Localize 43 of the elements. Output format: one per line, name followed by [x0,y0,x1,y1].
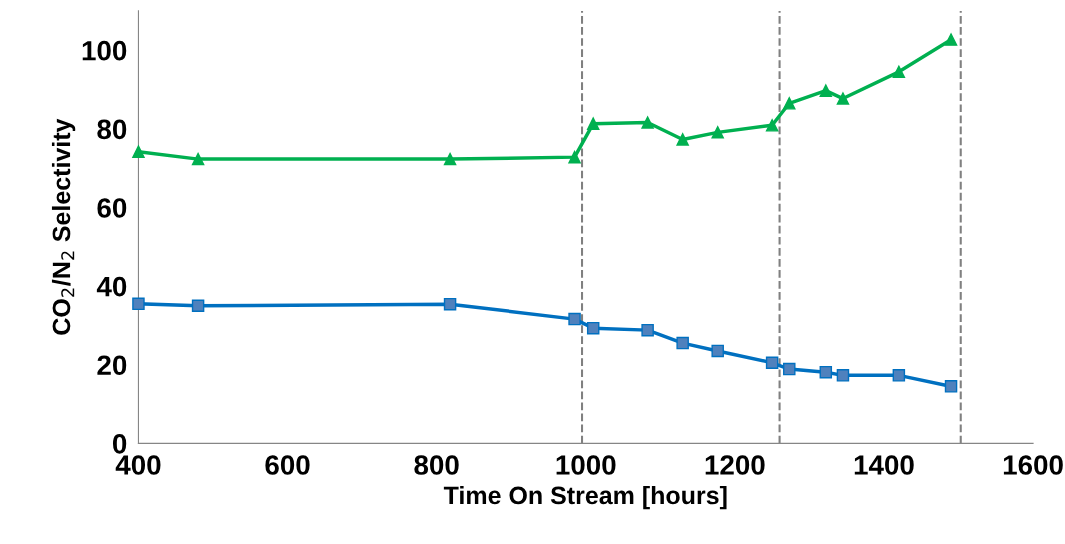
x-tick-label: 800 [414,455,459,475]
x-tick-label: 400 [115,455,161,475]
point [765,356,779,370]
point [944,380,958,393]
x-tick-label: 600 [265,455,310,475]
y-tick-label: 40 [96,276,127,297]
point [676,336,689,350]
y-tick-label: 80 [97,119,127,140]
point [944,33,958,46]
point [892,369,906,382]
point [191,152,205,166]
point [191,299,205,313]
point [641,116,654,129]
point [819,84,833,97]
point [711,344,724,358]
point [819,365,833,379]
point [568,312,581,326]
point [443,152,457,166]
x-tick-label: 1000 [556,455,616,475]
point [836,369,850,382]
y-tick-label: 100 [82,40,127,61]
point [132,297,145,311]
x-tick-label: 1200 [705,455,765,475]
point [765,119,779,132]
x-axis-title: Time On Stream [hours] [443,485,727,510]
point [641,323,654,337]
point [676,133,689,146]
point [443,297,457,311]
point [711,126,724,139]
y-tick-label: 0 [112,434,127,454]
x-tick-label: 1600 [1003,455,1063,475]
point [783,97,796,110]
point [568,150,581,164]
point [586,117,600,130]
point [586,321,600,335]
point [783,362,796,376]
point [892,65,906,79]
y-axis-title: CO$_{2}$/N$_{2}$ Selectivity [51,118,76,335]
y-tick-label: 60 [97,198,127,218]
x-tick-label: 1400 [854,455,914,475]
y-tick-label: 20 [97,355,127,376]
point [132,145,145,158]
point [836,92,850,105]
